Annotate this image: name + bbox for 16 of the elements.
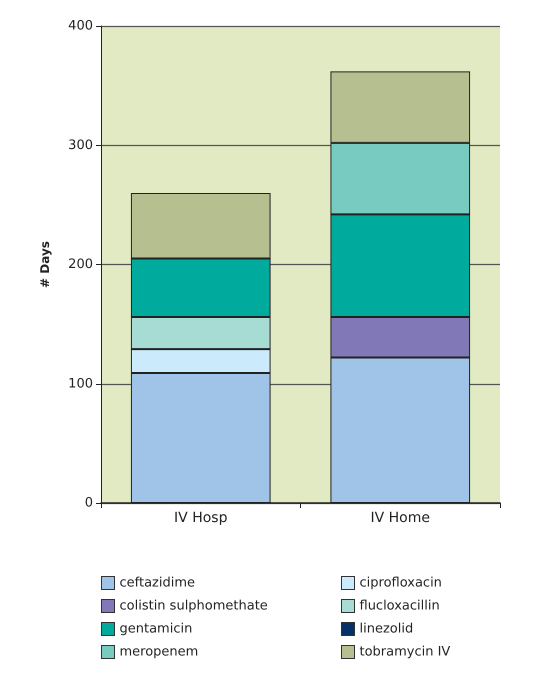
legend-label: flucloxacillin xyxy=(360,598,440,614)
y-tick-label: 100 xyxy=(68,376,93,392)
x-tick-label: IV Home xyxy=(370,510,430,526)
x-tick-label: IV Hosp xyxy=(174,510,228,526)
legend-label: ciprofloxacin xyxy=(360,576,442,590)
y-tick-label: 300 xyxy=(68,138,93,153)
y-tick-label: 0 xyxy=(84,496,93,510)
legend-label: meropenem xyxy=(120,644,198,660)
y-tick-label: 200 xyxy=(68,257,93,272)
legend-label: colistin sulphomethate xyxy=(120,598,268,614)
legend-label: linezolid xyxy=(360,622,414,636)
y-axis-title: # Days xyxy=(38,241,52,288)
legend-label: tobramycin IV xyxy=(360,644,450,660)
legend-label: ceftazidime xyxy=(120,576,196,590)
y-tick-label: 400 xyxy=(68,18,93,34)
legend-label: gentamicin xyxy=(120,622,192,636)
